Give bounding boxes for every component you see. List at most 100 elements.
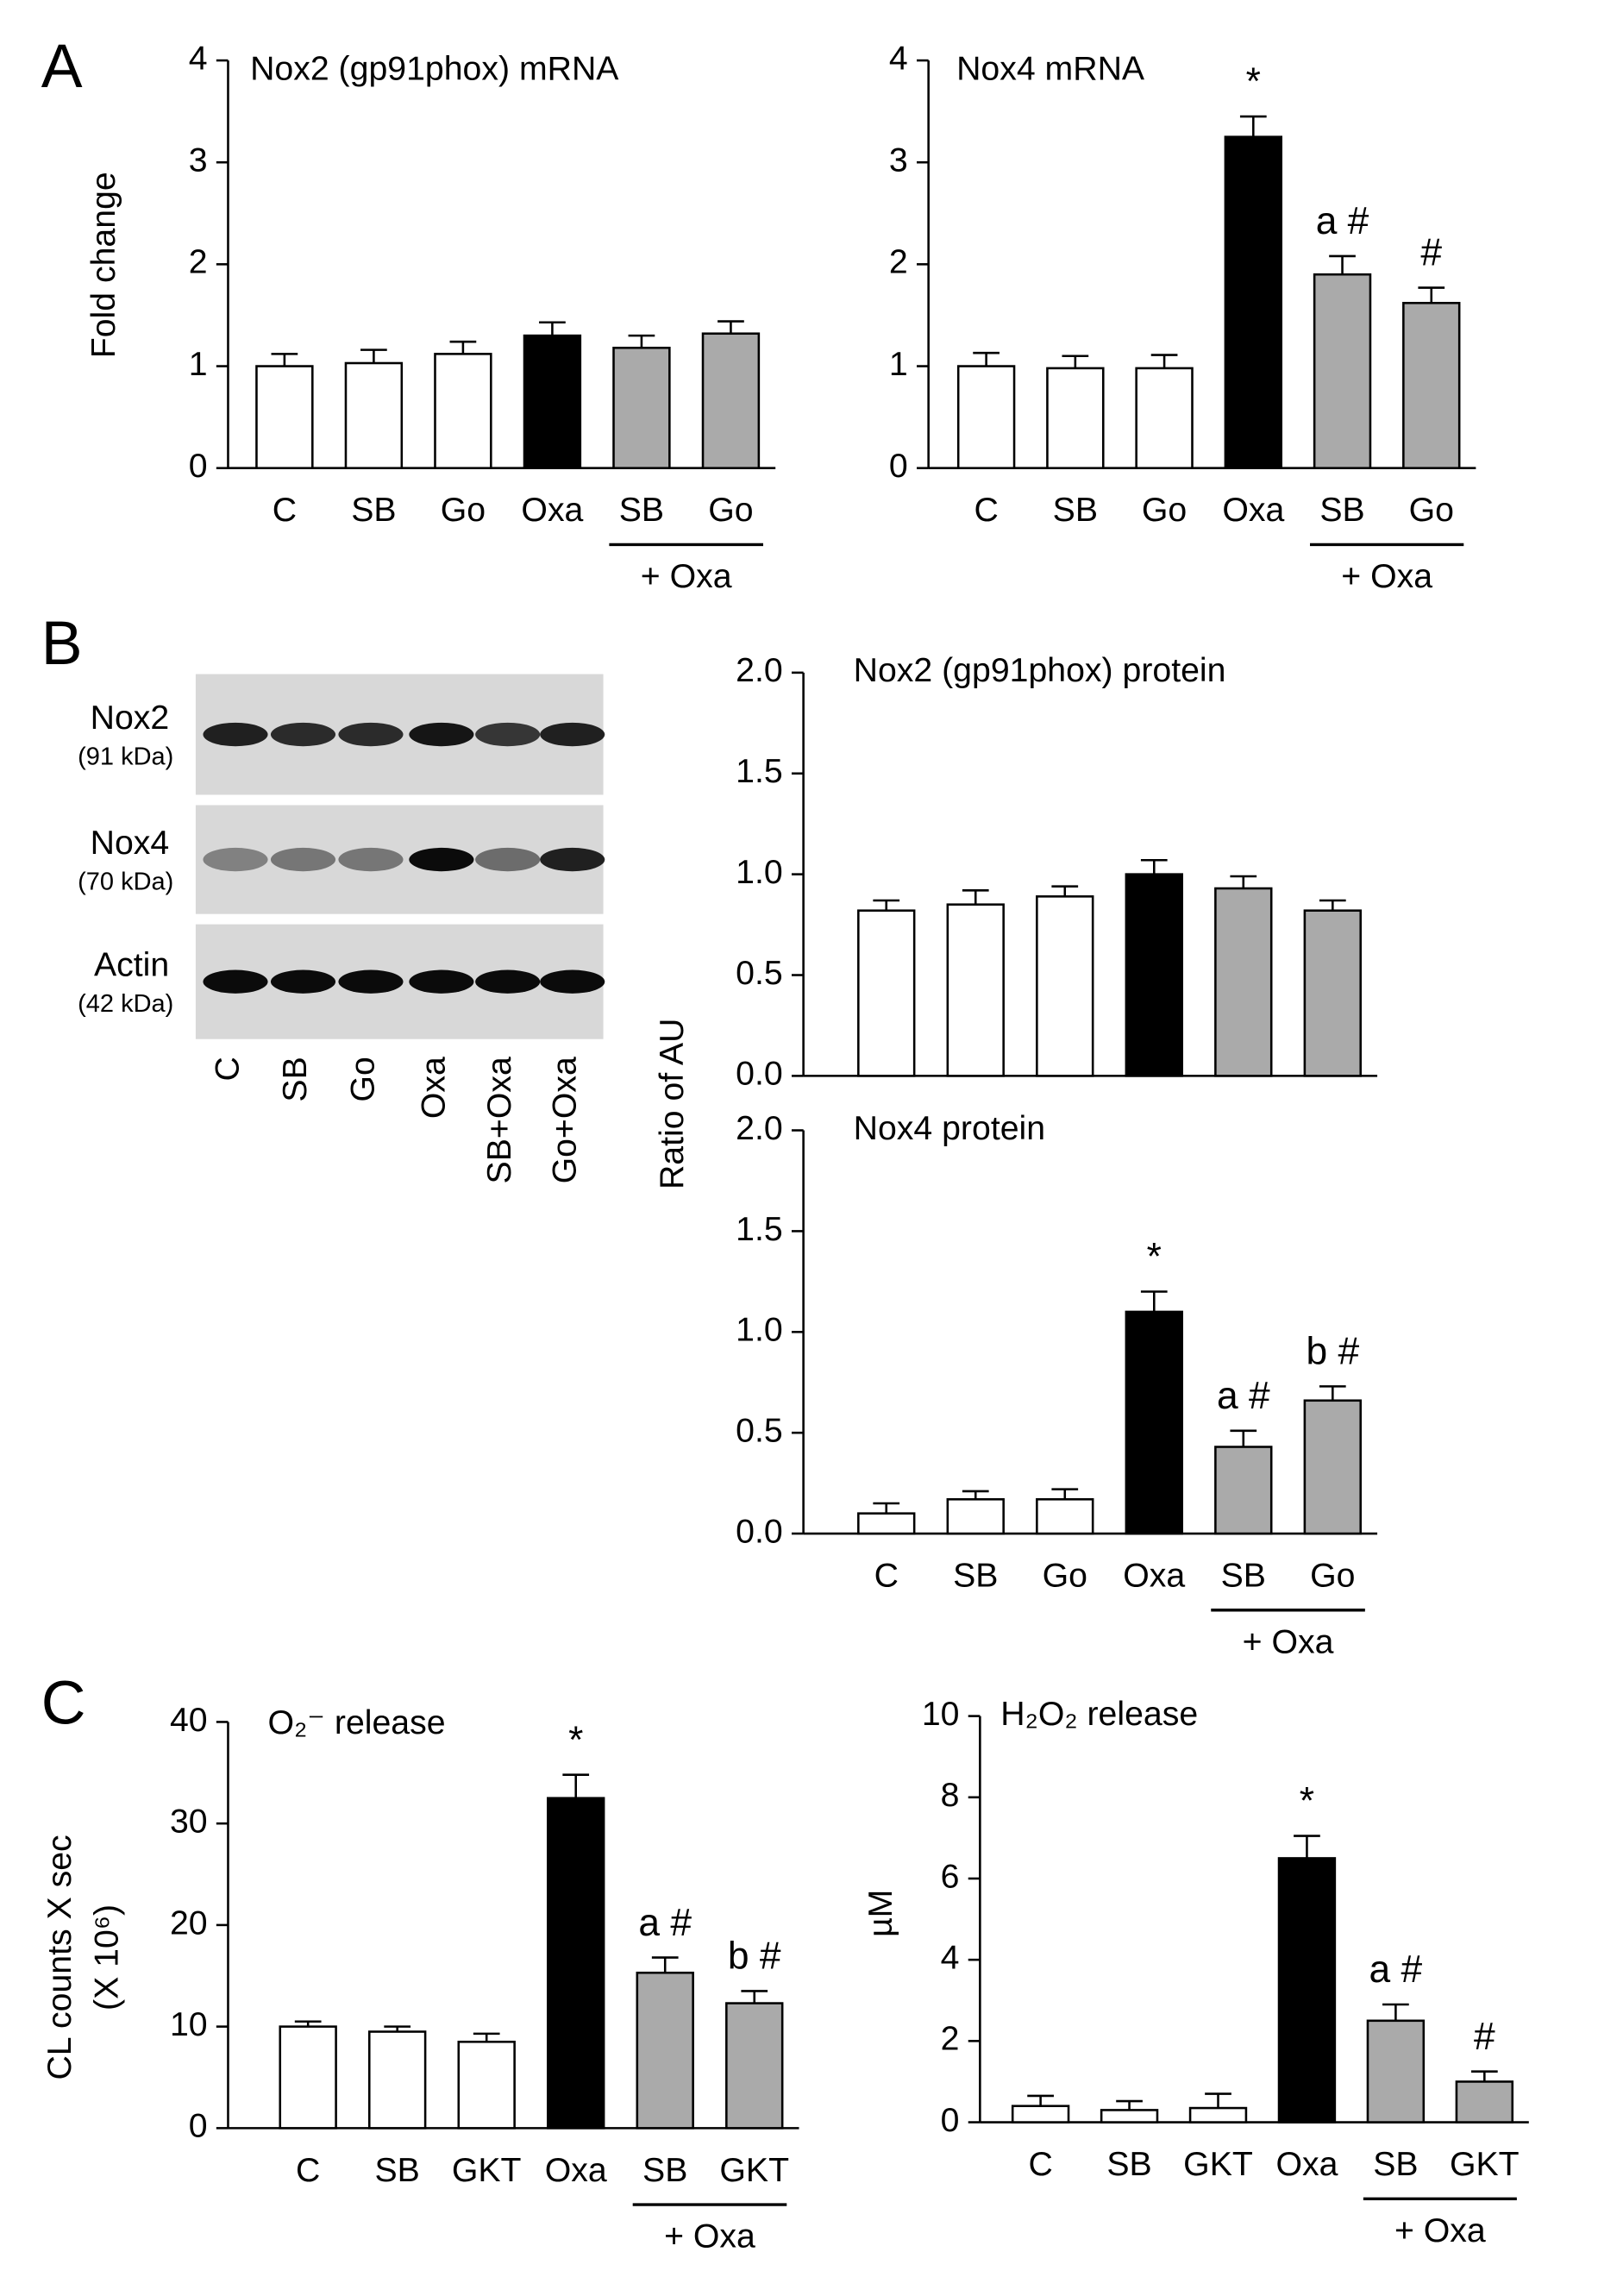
annotation: a # [1217,1375,1270,1417]
bar [279,2025,337,2130]
x-tick-label: Go [441,491,486,529]
bar [612,347,671,469]
bar [434,353,492,469]
bar [1100,2109,1159,2123]
group-label: + Oxa [1394,2211,1486,2249]
bar [457,2041,516,2130]
bar [1313,273,1372,469]
bar [725,2002,784,2130]
blot-row-label: Actin [94,945,169,983]
y-tick-label: 2 [189,243,208,281]
x-tick-label: SB [619,491,664,529]
y-tick-label: 0.5 [736,1412,783,1450]
y-tick-label: 4 [941,1939,960,1977]
y-tick-label: 2.0 [736,1109,783,1147]
y-tick-label: 0 [941,2101,960,2139]
y-tick-label: 0 [189,2107,208,2145]
blot-band [203,847,268,872]
annotation: * [568,1719,583,1761]
annotation: * [1246,60,1261,103]
x-tick-label: SB [1106,2145,1151,2183]
blot-band [409,722,474,747]
bar [1188,2106,1248,2123]
group-label: + Oxa [1341,557,1432,595]
x-tick-label: C [974,491,998,529]
bar [1455,2080,1514,2123]
bar [1214,887,1273,1077]
annotation: # [1420,232,1442,274]
chart-title: Nox2 (gp91phox) mRNA [250,49,619,87]
blot-band [475,969,541,994]
bar [857,1512,916,1535]
bar [523,334,582,469]
bar [1046,367,1105,469]
y-tick-label: 0 [189,447,208,485]
blot-row-size: (70 kDa) [78,869,173,896]
group-label: + Oxa [641,557,732,595]
blot-lane-label: Go [344,1057,382,1101]
annotation: * [1300,1780,1314,1822]
blot-band [409,969,474,994]
y-tick-label: 1.5 [736,1210,783,1248]
x-tick-label: GKT [452,2151,522,2189]
y-tick-label: 2 [889,243,908,281]
y-axis-label: Ratio of AU [653,1019,691,1189]
y-tick-label: 1 [889,345,908,383]
blot-band [270,969,336,994]
x-tick-label: GKT [1183,2145,1253,2183]
y-tick-label: 20 [170,1904,208,1942]
group-label: + Oxa [664,2218,755,2255]
x-tick-label: Go [1409,491,1454,529]
y-tick-label: 1 [189,345,208,383]
y-tick-label: 8 [941,1776,960,1814]
y-tick-label: 0 [889,447,908,485]
y-axis-label: CL counts X sec [41,1835,78,2080]
x-tick-label: SB [1053,491,1098,529]
x-tick-label: Oxa [545,2151,607,2189]
blot-lane-label: C [209,1057,247,1081]
y-tick-label: 30 [170,1803,208,1841]
x-tick-label: Go [1142,491,1187,529]
x-tick-label: GKT [719,2151,789,2189]
x-tick-label: SB [1319,491,1364,529]
blot-band [270,847,336,872]
bar [1277,1857,1337,2123]
bar [1303,909,1363,1077]
bar [1402,302,1461,469]
annotation: b # [728,1935,781,1978]
x-tick-label: GKT [1450,2145,1520,2183]
y-tick-label: 40 [170,1701,208,1739]
blot-lane-label: SB [276,1057,314,1101]
y-axis-label: Fold change [85,172,122,358]
x-tick-label: C [296,2151,320,2189]
panel-label: B [41,609,83,678]
bar [1135,367,1194,469]
bar [344,361,404,469]
y-axis-label: (X 10⁶) [88,1904,126,2011]
blot-band [203,722,268,747]
blot-band [409,847,474,872]
x-tick-label: SB [1373,2145,1418,2183]
blot-band [475,722,541,747]
annotation: a # [1369,1948,1423,1991]
chart-title: Nox4 protein [854,1109,1045,1147]
chart-title: Nox4 mRNA [956,49,1145,87]
bar [1011,2105,1070,2123]
x-tick-label: C [1028,2145,1052,2183]
y-tick-label: 4 [189,39,208,77]
bar [956,365,1016,469]
y-tick-label: 1.5 [736,752,783,790]
blot-row-label: Nox4 [91,824,170,862]
blot-band [540,722,605,747]
y-tick-label: 10 [922,1695,960,1733]
x-tick-label: SB [642,2151,687,2189]
x-tick-label: SB [953,1557,998,1595]
bar [1125,873,1183,1077]
x-tick-label: Go [708,491,753,529]
y-tick-label: 6 [941,1857,960,1895]
bar [946,903,1005,1077]
y-tick-label: 0.0 [736,1055,783,1093]
x-tick-label: Oxa [1275,2145,1338,2183]
bar [1036,895,1094,1077]
y-tick-label: 3 [189,141,208,179]
